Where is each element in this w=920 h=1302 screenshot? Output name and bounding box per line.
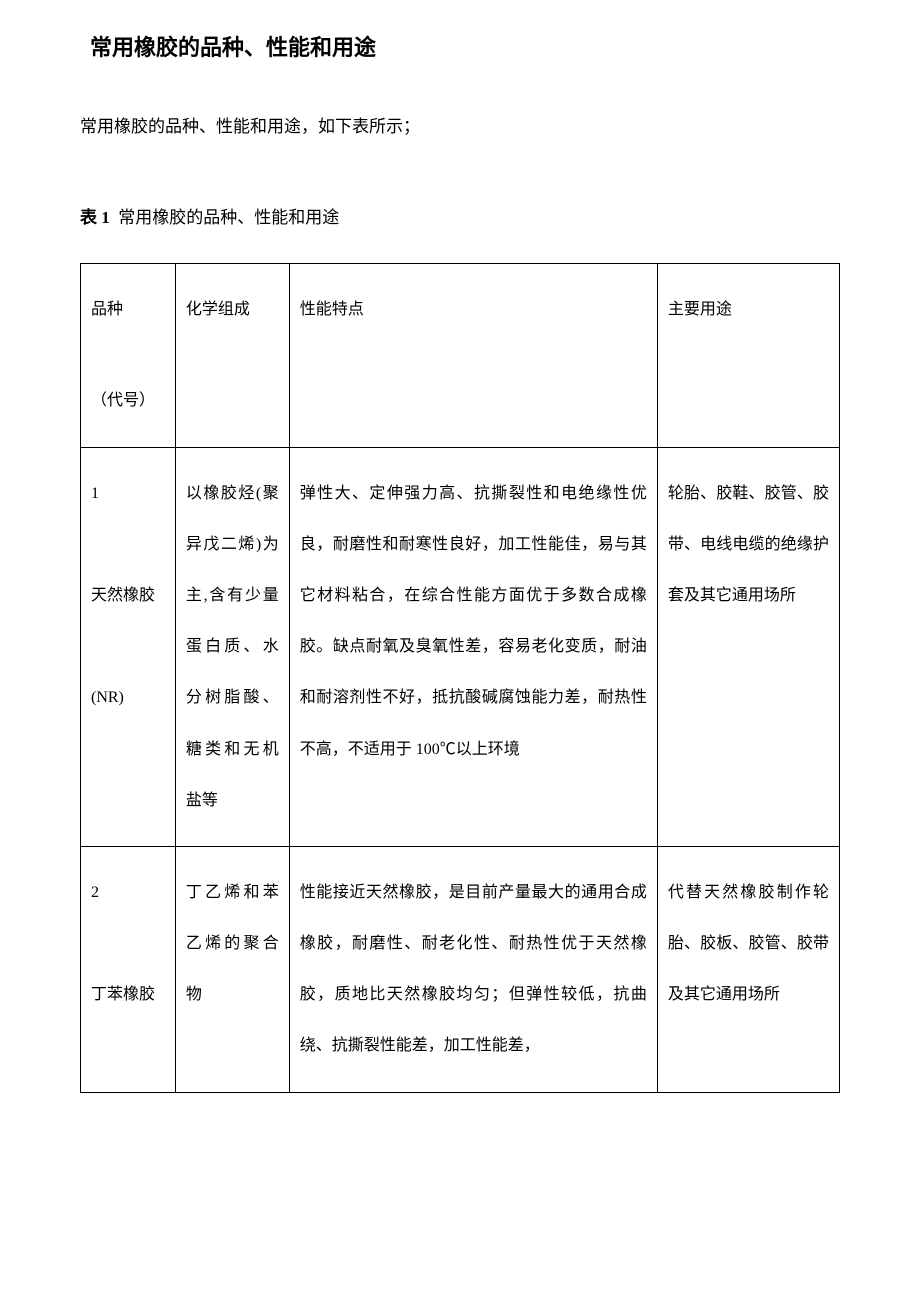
table-header-row2: （代号） <box>81 355 840 447</box>
header2-col3 <box>289 355 657 447</box>
header-col4: 主要用途 <box>657 264 839 356</box>
table-row: 1 天然橡胶 (NR) 以橡胶烃(聚异戊二烯)为主,含有少量蛋白质、水分树脂酸、… <box>81 447 840 846</box>
table-caption-prefix: 表 1 <box>80 208 110 227</box>
row2-col2: 丁乙烯和苯乙烯的聚合物 <box>175 846 289 1092</box>
document-title: 常用橡胶的品种、性能和用途 <box>90 30 840 62</box>
row2-col4: 代替天然橡胶制作轮胎、胶板、胶管、胶带及其它通用场所 <box>657 846 839 1092</box>
row1-col4: 轮胎、胶鞋、胶管、胶带、电线电缆的绝缘护套及其它通用场所 <box>657 447 839 846</box>
row1-col3: 弹性大、定伸强力高、抗撕裂性和电绝缘性优良，耐磨性和耐寒性良好，加工性能佳，易与… <box>289 447 657 846</box>
table-row: 2 丁苯橡胶 丁乙烯和苯乙烯的聚合物 性能接近天然橡胶，是目前产量最大的通用合成… <box>81 846 840 1092</box>
row2-col1: 2 丁苯橡胶 <box>81 846 176 1092</box>
header2-col2 <box>175 355 289 447</box>
table-header-row: 品种 化学组成 性能特点 主要用途 <box>81 264 840 356</box>
header-col3: 性能特点 <box>289 264 657 356</box>
header2-col4 <box>657 355 839 447</box>
header-col2: 化学组成 <box>175 264 289 356</box>
row1-col1: 1 天然橡胶 (NR) <box>81 447 176 846</box>
row2-col3: 性能接近天然橡胶，是目前产量最大的通用合成橡胶，耐磨性、耐老化性、耐热性优于天然… <box>289 846 657 1092</box>
row1-col2: 以橡胶烃(聚异戊二烯)为主,含有少量蛋白质、水分树脂酸、糖类和无机盐等 <box>175 447 289 846</box>
table-caption-text: 常用橡胶的品种、性能和用途 <box>118 208 339 227</box>
rubber-table: 品种 化学组成 性能特点 主要用途 （代号） 1 天然橡胶 (NR) 以橡胶烃(… <box>80 263 840 1092</box>
intro-text: 常用橡胶的品种、性能和用途，如下表所示； <box>80 112 840 143</box>
table-caption: 表 1 常用橡胶的品种、性能和用途 <box>80 203 840 234</box>
header-col1: 品种 <box>81 264 176 356</box>
header2-col1: （代号） <box>81 355 176 447</box>
